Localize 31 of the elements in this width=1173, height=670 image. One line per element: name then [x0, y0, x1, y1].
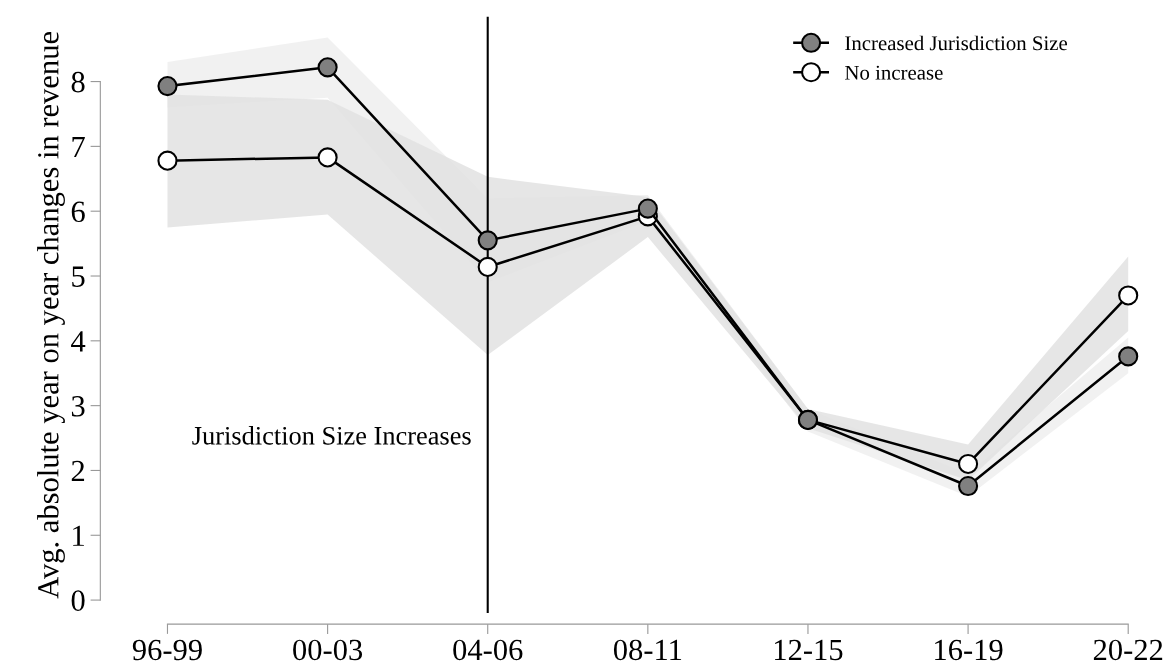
y-tick-label: 5	[72, 266, 85, 287]
legend-label: Increased Jurisdiction Size	[845, 35, 1068, 51]
y-tick-label: 3	[71, 396, 85, 417]
point	[317, 57, 338, 78]
point	[157, 76, 178, 97]
legend-label: No increase	[845, 65, 943, 80]
point	[1118, 285, 1139, 306]
point	[477, 256, 498, 277]
point	[157, 150, 178, 171]
ref-line-label: Jurisdiction Size Increases	[192, 426, 471, 445]
y-axis-title: Avg. absolute year on year changes in revenue	[37, 32, 65, 599]
x-tick-label: 04-06	[453, 639, 523, 661]
y-tick-label: 7	[72, 136, 85, 157]
y-tick-label: 1	[73, 525, 84, 546]
point	[477, 230, 498, 251]
x-tick-label: 08-11	[613, 639, 682, 661]
point	[317, 147, 338, 168]
y-tick-label: 4	[71, 331, 86, 352]
x-tick-label: 12-15	[775, 639, 843, 661]
y-tick-label: 0	[71, 590, 85, 611]
x-tick-label: 00-03	[293, 639, 363, 661]
x-tick-label: 16-19	[935, 639, 1003, 661]
y-tick-label: 8	[71, 71, 85, 93]
point	[958, 453, 979, 475]
y-tick-label: 2	[71, 460, 85, 482]
point	[637, 198, 658, 219]
point	[1118, 346, 1139, 367]
point	[958, 475, 979, 497]
y-tick-label: 6	[71, 201, 85, 223]
x-tick-label: 96-99	[132, 639, 202, 661]
x-tick-label: 20-22	[1093, 639, 1163, 661]
